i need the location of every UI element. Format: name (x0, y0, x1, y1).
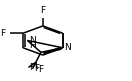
Text: H: H (29, 41, 36, 50)
Text: F: F (34, 64, 39, 73)
Text: F: F (0, 29, 5, 38)
Text: N: N (64, 43, 71, 52)
Text: F: F (38, 65, 43, 74)
Text: N: N (29, 36, 36, 45)
Text: F: F (40, 6, 45, 15)
Text: F: F (29, 63, 35, 72)
